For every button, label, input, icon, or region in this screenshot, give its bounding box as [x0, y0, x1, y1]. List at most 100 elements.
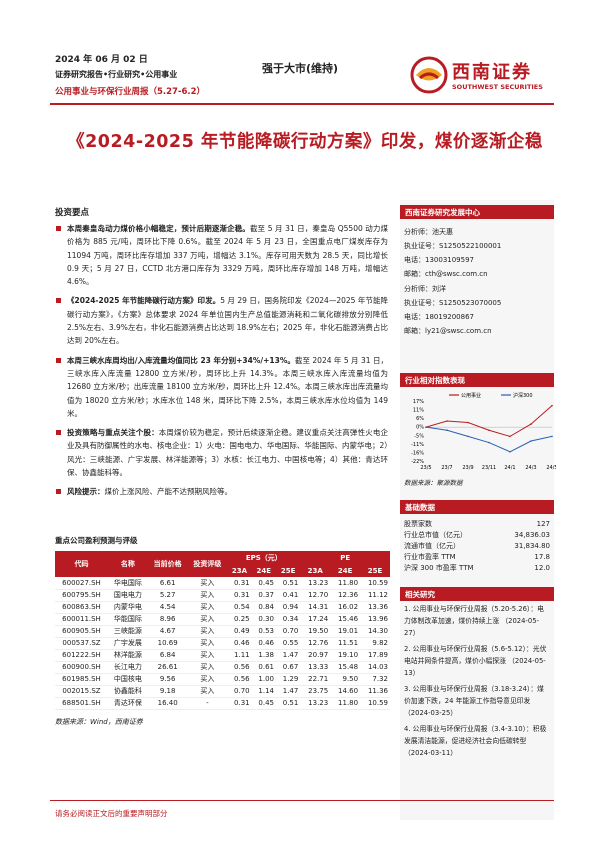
- table-cell: 0.45: [251, 577, 276, 590]
- table-cell: 1.38: [251, 649, 276, 662]
- table-cell: 0.53: [251, 625, 276, 638]
- analyst-name: 分析师：池天惠: [404, 228, 453, 236]
- table-cell: 000537.SZ: [55, 637, 108, 650]
- col-pe-24e: 24E: [330, 564, 361, 577]
- table-cell: 11.36: [360, 685, 390, 698]
- table-cell: 601985.SH: [55, 673, 108, 686]
- table-cell: 1.14: [251, 685, 276, 698]
- basic-row: 沪深 300 市盈率 TTM 12.0: [404, 563, 550, 572]
- series-line-0: [425, 405, 553, 437]
- table-cell: 0.51: [275, 697, 301, 710]
- table-row: 601222.SH 林洋能源 6.84 买入 1.11 1.38 1.47 20.97 19.1…: [55, 649, 390, 662]
- table-cell: 华能国际: [108, 613, 148, 626]
- y-tick-label: -16%: [411, 450, 424, 456]
- table-cell: 14.03: [360, 661, 390, 674]
- related-item[interactable]: 4. 公用事业与环保行业周报（3.4-3.10）：积极发展清洁能源，促进经济社会…: [404, 725, 547, 757]
- table-cell: 买入: [187, 661, 228, 674]
- related-item[interactable]: 1. 公用事业与环保行业周报（5.20-5.26）：电力体制改革加速，煤价持续上…: [404, 605, 544, 637]
- table-cell: 0.56: [227, 673, 252, 686]
- series-point: [509, 450, 511, 453]
- col-rating: 投资评级: [187, 551, 228, 577]
- y-tick-label: -22%: [411, 459, 424, 465]
- basic-row: 股票家数 127: [404, 519, 550, 528]
- table-cell: 4.67: [147, 625, 188, 638]
- table-cell: 1.11: [227, 649, 252, 662]
- chart-heading: 行业相对指数表现: [400, 373, 554, 387]
- legend-label: 公用事业: [461, 392, 481, 399]
- basic-row: 流通市值（亿元） 31,834.80: [404, 541, 550, 550]
- table-row: 000537.SZ 广宇发展 10.69 买入 0.46 0.46 0.55 12.76 11.…: [55, 637, 390, 650]
- analyst-license: 执业证号：S1250523070005: [404, 299, 502, 307]
- company-logo-text: 西南证券: [452, 62, 532, 83]
- header-divider: [50, 103, 554, 105]
- report-type: 证券研究报告•行业研究•公用事业: [55, 70, 178, 79]
- table-cell: 华电国际: [108, 577, 148, 590]
- table-cell: 15.48: [330, 661, 361, 674]
- table-cell: 0.67: [275, 661, 301, 674]
- related-item[interactable]: 3. 公用事业与环保行业周报（3.18-3.24）：煤价加速下跌，24 年能源工…: [404, 685, 544, 717]
- table-row: 601985.SH 中国核电 9.56 买入 0.56 1.00 1.29 22.71 9.50…: [55, 673, 390, 686]
- table-cell: 12.76: [300, 637, 331, 650]
- col-code: 代码: [55, 551, 108, 577]
- table-cell: 买入: [187, 637, 228, 650]
- col-pe-25e: 25E: [360, 564, 390, 577]
- analyst-name: 分析师：刘洋: [404, 285, 446, 293]
- report-title: 《2024-2025 年节能降碳行动方案》印发，煤价逐渐企稳: [67, 132, 543, 152]
- table-row: 688501.SH 青达环保 16.40-0.31 0.45 0.51 13.23 11.8…: [55, 697, 390, 710]
- basic-row: 行业总市值（亿元） 34,836.03: [404, 530, 550, 539]
- y-tick-label: -11%: [411, 442, 424, 448]
- table-cell: 19.01: [330, 625, 361, 638]
- y-tick-label: 6%: [416, 416, 424, 422]
- bullet-strategy: 投资策略与重点关注个股：本周煤价较为稳定，预计后续逐渐企稳。建议重点关注高弹性火…: [55, 426, 388, 479]
- table-cell: 600863.SH: [55, 601, 108, 614]
- table-cell: 11.80: [330, 577, 361, 590]
- series-point: [488, 441, 490, 444]
- table-cell: 7.32: [360, 673, 390, 686]
- analyst-email[interactable]: 邮箱：ly21@swsc.com.cn: [404, 327, 492, 335]
- table-cell: 23.75: [300, 685, 331, 698]
- table-cell: 17.24: [300, 613, 331, 626]
- table-cell: 买入: [187, 685, 228, 698]
- company-logo-english: SOUTHWEST SECURITIES: [452, 83, 543, 91]
- analyst-email[interactable]: 邮箱：cth@swsc.com.cn: [404, 270, 488, 278]
- table-cell: 0.61: [251, 661, 276, 674]
- relative-index-chart: 17% 11% 6% 0% -5% -11% -16% -22%23/5 23/7 23/9 23/…: [411, 392, 556, 471]
- table-cell: 0.46: [227, 637, 252, 650]
- related-item[interactable]: 2. 公用事业与环保行业周报（5.6-5.12）：光伏电站并网条件提高，煤价小幅…: [404, 645, 547, 677]
- table-cell: 10.69: [147, 637, 188, 650]
- summary-bullets: 本周秦皇岛动力煤价格小幅稳定，预计后期逐渐企稳。截至 5 月 31 日，秦皇岛 …: [55, 222, 388, 505]
- table-cell: 0.54: [227, 601, 252, 614]
- col-eps-25e: 25E: [275, 564, 301, 577]
- table-cell: 15.46: [330, 613, 361, 626]
- table-cell: 协鑫能科: [108, 685, 148, 698]
- table-cell: 买入: [187, 601, 228, 614]
- related-heading: 相关研究: [400, 587, 554, 601]
- table-cell: 买入: [187, 649, 228, 662]
- y-tick-label: -5%: [414, 433, 424, 439]
- table-cell: 14.30: [360, 625, 390, 638]
- table-row: 600011.SH 华能国际 8.96 买入 0.25 0.30 0.34 17.24 15.4…: [55, 613, 390, 626]
- table-cell: 1.47: [275, 685, 301, 698]
- table-cell: 1.00: [251, 673, 276, 686]
- bullet-coal-price: 本周秦皇岛动力煤价格小幅稳定，预计后期逐渐企稳。截至 5 月 31 日，秦皇岛 …: [55, 222, 388, 288]
- series-point: [425, 426, 427, 428]
- company-logo-icon: [410, 56, 448, 94]
- series-point: [446, 429, 448, 432]
- table-cell: 买入: [187, 625, 228, 638]
- table-cell: 0.51: [275, 577, 301, 590]
- series-point: [467, 421, 469, 424]
- table-cell: 8.96: [147, 613, 188, 626]
- table-cell: 17.89: [360, 649, 390, 662]
- table-cell: 0.31: [227, 697, 252, 710]
- table-cell: 0.30: [251, 613, 276, 626]
- col-eps-24e: 24E: [251, 564, 276, 577]
- x-tick-label: 23/9: [462, 465, 473, 471]
- series-point: [446, 420, 448, 422]
- table-row: 600905.SH 三峡能源 4.67 买入 0.49 0.53 0.70 19.50 19.0…: [55, 625, 390, 638]
- table-cell: 4.54: [147, 601, 188, 614]
- y-tick-label: 0%: [416, 425, 424, 431]
- basic-data-table: 股票家数 127 行业总市值（亿元） 34,836.03 流通市值（亿元） 31,83…: [404, 518, 550, 573]
- table-cell: 0.31: [227, 577, 252, 590]
- table-cell: 长江电力: [108, 661, 148, 674]
- table-cell: 20.97: [300, 649, 331, 662]
